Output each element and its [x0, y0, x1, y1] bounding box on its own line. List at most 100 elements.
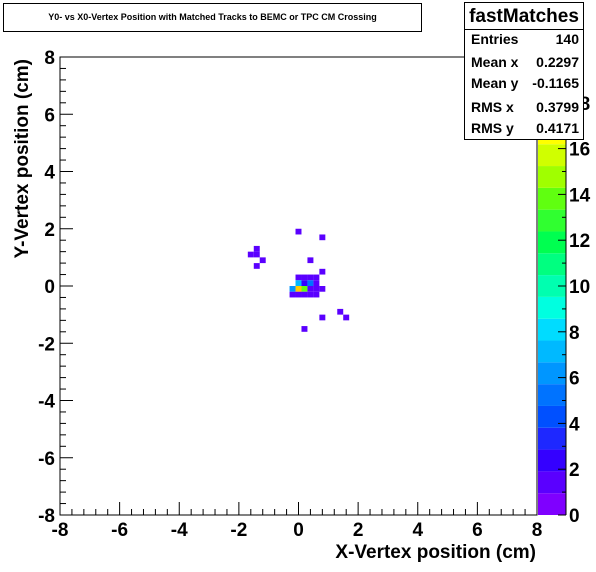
heatmap-cell	[301, 274, 308, 281]
stats-box: fastMatches Entries 140 Mean x 0.2297 Me…	[464, 2, 584, 140]
heatmap-cell	[319, 268, 326, 275]
palette-swatch	[538, 384, 566, 406]
chart-title: Y0- vs X0-Vertex Position with Matched T…	[48, 12, 377, 22]
palette-swatch	[538, 253, 566, 276]
palette-swatch	[538, 275, 566, 297]
heatmap-cell	[301, 326, 308, 332]
heatmap-cell	[289, 286, 296, 292]
stat-label: RMS y	[471, 120, 514, 136]
y-tick-label: -6	[38, 449, 55, 470]
palette-tick-label: 8	[569, 323, 580, 344]
heatmap-cell	[295, 291, 302, 298]
x-tick-label: -8	[52, 520, 69, 541]
heatmap-cell	[295, 228, 302, 235]
heatmap-cell	[259, 257, 266, 264]
x-tick-label: 6	[472, 520, 483, 541]
stat-label: Mean x	[471, 54, 519, 70]
stat-row-mean-y: Mean y -0.1165	[471, 75, 579, 97]
x-axis-label: X-Vertex position (cm)	[335, 542, 536, 563]
stat-value: 140	[555, 31, 579, 47]
palette-tick-label: 4	[569, 414, 580, 435]
heatmap-cell	[253, 245, 260, 252]
stat-row-entries: Entries 140	[471, 31, 579, 53]
y-tick-label: 0	[44, 277, 55, 298]
palette-tick-label: 12	[569, 231, 590, 252]
heatmap-cell	[313, 286, 320, 292]
palette-swatch	[538, 144, 566, 167]
palette-swatch	[538, 187, 566, 210]
stat-row-rms-y: RMS y 0.4171	[471, 120, 579, 142]
heatmap-cell	[313, 274, 320, 281]
x-tick-label: 0	[293, 520, 304, 541]
heatmap-cell	[307, 291, 314, 298]
chart-title-box: Y0- vs X0-Vertex Position with Matched T…	[3, 3, 422, 32]
heatmap-cell	[301, 286, 308, 292]
y-tick-label: -2	[38, 334, 55, 355]
x-tick-label: 2	[353, 520, 364, 541]
stat-row-rms-x: RMS x 0.3799	[471, 99, 579, 121]
heatmap-cell	[307, 274, 314, 281]
heatmap-cell	[301, 280, 308, 286]
palette-swatch	[538, 405, 566, 428]
heatmap-cell	[313, 291, 320, 298]
x-tick-label: 4	[412, 520, 423, 541]
x-tick-label: -6	[111, 520, 128, 541]
y-tick-label: 2	[44, 220, 55, 241]
heatmap-cell	[295, 274, 302, 281]
heatmap-cell	[295, 286, 302, 292]
palette-swatch	[538, 209, 566, 232]
stat-label: Entries	[471, 31, 519, 47]
heatmap-cell	[319, 286, 326, 292]
y-tick-label: 8	[44, 48, 55, 69]
heatmap-cell	[307, 286, 314, 292]
heatmap-cell	[337, 308, 344, 315]
heatmap-cell	[301, 291, 308, 298]
palette-swatch	[538, 296, 566, 319]
y-axis-label: Y-Vertex position (cm)	[12, 59, 33, 259]
stat-value: 0.4171	[536, 120, 579, 136]
stat-value: 0.3799	[536, 99, 579, 115]
palette-tick-label: 14	[569, 185, 591, 206]
palette-swatch	[538, 340, 566, 363]
stat-label: Mean y	[471, 75, 519, 91]
y-tick-label: 4	[44, 163, 55, 184]
heatmap-cell	[307, 257, 314, 264]
palette-swatch	[538, 493, 566, 515]
stat-value: -0.1165	[532, 75, 579, 91]
heatmap-cell	[295, 280, 302, 286]
palette-swatch	[538, 166, 566, 188]
y-axis: -8 -6 -4 -2 0 2 4 6 8	[38, 48, 73, 527]
heatmap-cell	[253, 263, 260, 269]
heatmap-cell	[319, 314, 326, 321]
x-tick-label: -2	[230, 520, 247, 541]
stat-row-mean-x: Mean x 0.2297	[471, 54, 579, 76]
y-tick-label: -8	[38, 506, 55, 527]
palette-swatch	[538, 318, 566, 341]
palette-tick-label: 16	[569, 140, 590, 161]
palette-swatch	[538, 427, 566, 450]
heatmap-cell	[307, 280, 314, 286]
x-tick-label: -4	[171, 520, 188, 541]
palette-tick-label: 6	[569, 369, 580, 390]
heatmap-cells	[247, 228, 350, 332]
palette-tick-label: 2	[569, 460, 580, 481]
x-axis: -8 -6 -4 -2 0 2 4 6 8	[52, 502, 543, 541]
x-tick-label: 8	[532, 520, 543, 541]
palette-swatch	[538, 449, 566, 472]
y-tick-label: -4	[38, 392, 55, 413]
stat-value: 0.2297	[536, 54, 579, 70]
y-tick-label: 6	[44, 105, 55, 126]
heatmap-cell	[289, 291, 296, 298]
heatmap-cell	[313, 280, 320, 286]
palette-swatch	[538, 231, 566, 254]
palette-tick-label: 0	[569, 506, 580, 527]
palette-tick-label: 10	[569, 277, 590, 298]
heatmap-cell	[247, 251, 254, 258]
stats-title: fastMatches	[465, 5, 583, 30]
stat-label: RMS x	[471, 99, 514, 115]
heatmap-cell	[253, 251, 260, 258]
heatmap-cell	[343, 314, 350, 321]
heatmap-cell	[319, 234, 326, 241]
palette-swatch	[538, 471, 566, 494]
palette-swatch	[538, 362, 566, 385]
